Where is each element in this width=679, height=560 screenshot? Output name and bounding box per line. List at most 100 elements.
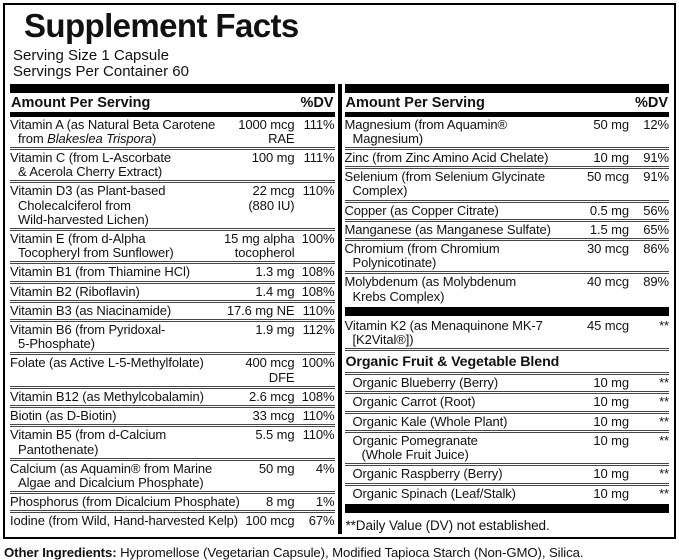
nutrient-dv: 65% <box>643 221 669 237</box>
nutrient-amount: 50 mg <box>593 116 629 132</box>
nutrient-amount: 1.3 mg <box>255 264 295 280</box>
nutrient-amount: 10 mg <box>593 394 629 410</box>
nutrient-name-part: Blakeslea Trispora <box>47 130 153 146</box>
nutrient-row: Vitamin B1 (from Thiamine HCl) 1.3 mg 10… <box>10 261 335 280</box>
nutrient-name: Vitamin B5 (from d-Calcium Pantothenate) <box>10 427 167 457</box>
nutrient-name: Manganese (as Manganese Sulfate) <box>344 221 551 237</box>
nutrient-dv: 111% <box>303 150 335 166</box>
dv-footnote: **Daily Value (DV) not established. <box>345 517 550 533</box>
nutrient-dv: 12% <box>643 116 669 132</box>
nutrient-row: Vitamin B3 (as Niacinamide) 17.6 mg NE 1… <box>10 299 335 319</box>
amount-per-serving-label: Amount Per Serving <box>11 94 151 111</box>
nutrient-amount: 100 mcg <box>245 513 295 529</box>
facts-columns: Amount Per Serving %DV Vitamin A (as Nat… <box>10 83 670 534</box>
other-ingredients-text: Hypromellose (Vegetarian Capsule), Modif… <box>116 544 584 560</box>
nutrient-amount: 0.5 mg <box>589 202 629 218</box>
nutrient-dv: 112% <box>302 322 335 338</box>
nutrient-row: Organic Pomegranate (Whole Fruit Juice) … <box>344 429 669 463</box>
right-column: Amount Per Serving %DV Magnesium (from A… <box>344 83 670 534</box>
nutrient-dv: 86% <box>643 241 669 257</box>
nutrient-amount: 40 mcg <box>586 274 629 290</box>
other-ingredients: Other Ingredients: Hypromellose (Vegetar… <box>4 545 679 560</box>
nutrient-amount: 15 mg alpha tocopherol <box>224 231 295 261</box>
nutrient-row: Organic Raspberry (Berry) 10 mg ** <box>344 463 669 482</box>
nutrient-name: Organic Pomegranate (Whole Fruit Juice) <box>352 432 478 463</box>
nutrient-name: Magnesium (from Aquamin® Magnesium) <box>344 116 508 146</box>
nutrient-dv: 67% <box>308 513 335 529</box>
nutrient-row: Organic Spinach (Leaf/Stalk) 10 mg ** <box>344 482 669 502</box>
nutrient-dv: ** <box>659 466 669 482</box>
nutrient-row: Vitamin A (as Natural Beta Carotene from… <box>10 117 335 147</box>
nutrient-name: Vitamin A (as Natural Beta Carotene from… <box>10 116 233 146</box>
blend-section-title: Organic Fruit & Vegetable Blend <box>344 348 669 372</box>
nutrient-row: Vitamin C (from L-Ascorbate & Acerola Ch… <box>10 147 335 180</box>
nutrient-amount: 50 mcg <box>586 169 629 185</box>
nutrient-amount: 8 mg <box>265 494 295 510</box>
nutrient-dv: ** <box>659 394 669 410</box>
nutrient-name: Vitamin B1 (from Thiamine HCl) <box>10 264 191 280</box>
nutrient-row: Vitamin B2 (Riboflavin) 1.4 mg 108% <box>10 280 335 300</box>
section-bar <box>10 111 335 117</box>
vitamin-rows: Vitamin A (as Natural Beta Carotene from… <box>10 117 335 530</box>
nutrient-row: Organic Carrot (Root) 10 mg ** <box>344 391 669 410</box>
nutrient-name: Vitamin B12 (as Methylcobalamin) <box>10 388 204 404</box>
nutrient-dv: 56% <box>643 202 669 218</box>
nutrient-name: Vitamin D3 (as Plant-based Cholecalcifer… <box>10 183 166 227</box>
nutrient-row: Manganese (as Manganese Sulfate) 1.5 mg … <box>344 218 669 238</box>
nutrient-amount: 22 mcg (880 IU) <box>248 183 295 213</box>
nutrient-row: Calcium (as Aquamin® from Marine Algae a… <box>10 457 335 491</box>
nutrient-amount: 10 mg <box>593 413 629 429</box>
nutrient-row: Selenium (from Selenium Glycinate Comple… <box>344 166 669 199</box>
nutrient-row: Vitamin E (from d-Alpha Tocopheryl from … <box>10 228 335 261</box>
other-ingredients-label: Other Ingredients: <box>4 544 117 560</box>
nutrient-name: Chromium (from Chromium Polynicotinate) <box>344 241 500 271</box>
section-bar <box>10 83 335 93</box>
nutrient-name: Phosphorus (from Dicalcium Phosphate) <box>10 494 240 510</box>
nutrient-dv: ** <box>659 317 669 333</box>
nutrient-name: Molybdenum (as Molybdenum Krebs Complex) <box>344 274 517 304</box>
nutrient-name-part: ) <box>152 130 157 146</box>
nutrient-dv: ** <box>659 485 669 501</box>
section-bar <box>344 503 669 513</box>
left-column: Amount Per Serving %DV Vitamin A (as Nat… <box>10 83 335 534</box>
nutrient-row: Folate (as Active L-5-Methylfolate) 400 … <box>10 352 335 385</box>
column-divider <box>337 83 342 534</box>
nutrient-amount: 100 mg <box>251 150 295 166</box>
nutrient-row: Iodine (from Wild, Hand-harvested Kelp) … <box>10 510 335 529</box>
nutrient-name-part: Vitamin A (as Natural Beta Carotene from <box>10 116 216 146</box>
nutrient-name: Iodine (from Wild, Hand-harvested Kelp) <box>10 513 239 529</box>
nutrient-amount: 1.5 mg <box>589 221 629 237</box>
nutrient-name: Vitamin B6 (from Pyridoxal- 5-Phosphate) <box>10 322 166 352</box>
nutrient-name: Vitamin C (from L-Ascorbate & Acerola Ch… <box>10 150 172 180</box>
nutrient-row: Molybdenum (as Molybdenum Krebs Complex)… <box>344 271 669 304</box>
nutrient-row: Biotin (as D-Biotin) 33 mcg 110% <box>10 405 335 424</box>
nutrient-row: Copper (as Copper Citrate) 0.5 mg 56% <box>344 199 669 219</box>
nutrient-row: Vitamin B6 (from Pyridoxal- 5-Phosphate)… <box>10 319 335 352</box>
nutrient-amount: 10 mg <box>593 432 629 448</box>
nutrient-row: Phosphorus (from Dicalcium Phosphate) 8 … <box>10 491 335 510</box>
supplement-facts-panel: Supplement Facts Serving Size 1 Capsule … <box>3 3 676 539</box>
nutrient-row: Vitamin D3 (as Plant-based Cholecalcifer… <box>10 180 335 228</box>
nutrient-dv: 110% <box>302 408 335 424</box>
nutrient-dv: 100% <box>301 355 335 371</box>
nutrient-dv: 108% <box>301 264 335 280</box>
nutrient-dv: 110% <box>302 302 335 318</box>
nutrient-row: Magnesium (from Aquamin® Magnesium) 50 m… <box>345 117 670 147</box>
nutrient-dv: ** <box>659 432 669 448</box>
nutrient-dv: 111% <box>303 116 335 132</box>
nutrient-dv: 89% <box>643 274 669 290</box>
mineral-rows: Magnesium (from Aquamin® Magnesium) 50 m… <box>344 117 670 305</box>
nutrient-name: Vitamin B2 (Riboflavin) <box>10 283 140 299</box>
nutrient-row: Organic Blueberry (Berry) 10 mg ** <box>344 372 669 391</box>
section-bar <box>344 83 669 93</box>
nutrient-name: Zinc (from Zinc Amino Acid Chelate) <box>344 150 549 166</box>
nutrient-amount: 10 mg <box>593 466 629 482</box>
nutrient-dv: 108% <box>301 388 335 404</box>
nutrient-name: Calcium (as Aquamin® from Marine Algae a… <box>10 460 213 490</box>
nutrient-row: Vitamin B12 (as Methylcobalamin) 2.6 mcg… <box>10 385 335 405</box>
nutrient-name: Selenium (from Selenium Glycinate Comple… <box>344 169 546 199</box>
servings-per-container: Servings Per Container 60 <box>13 63 189 81</box>
nutrient-row: Vitamin K2 (as Menaquinone MK-7 [K2Vital… <box>345 318 670 348</box>
nutrient-name: Copper (as Copper Citrate) <box>344 202 499 218</box>
nutrient-dv: 91% <box>643 169 669 185</box>
